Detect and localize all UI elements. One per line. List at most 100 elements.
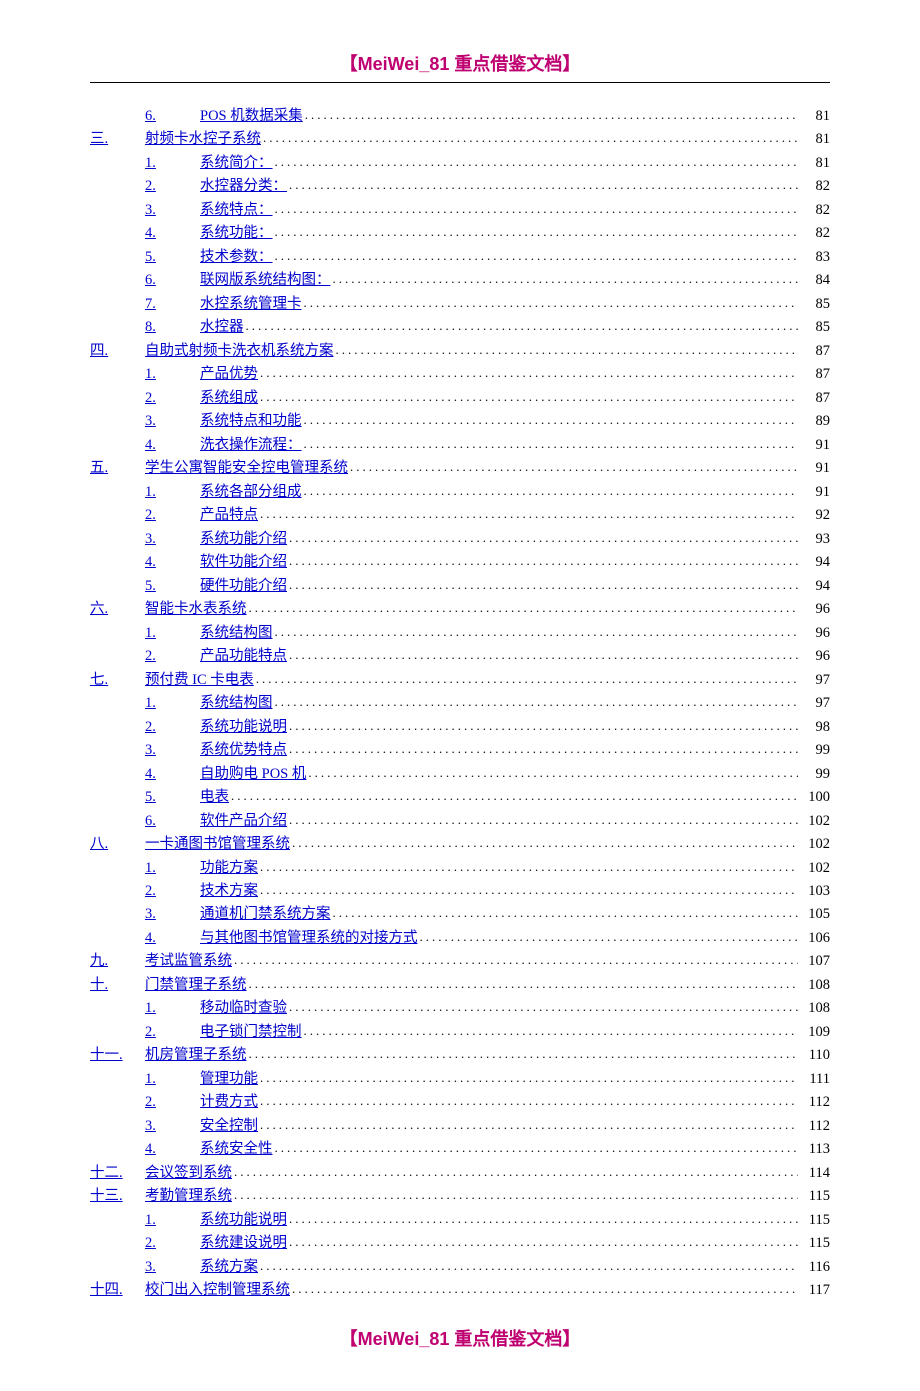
toc-entry-title[interactable]: 校门出入控制管理系统 (145, 1279, 290, 1302)
toc-entry-title[interactable]: 系统优势特点 (200, 739, 287, 762)
toc-section-number[interactable]: 十一. (90, 1044, 145, 1067)
toc-section-number[interactable]: 十三. (90, 1185, 145, 1208)
toc-entry-title[interactable]: 技术参数： (200, 246, 273, 269)
toc-subsection-number[interactable]: 1. (145, 622, 200, 645)
toc-section-number[interactable]: 八. (90, 833, 145, 856)
toc-entry-title[interactable]: 水控系统管理卡 (200, 293, 302, 316)
toc-entry-title[interactable]: 水控器 (200, 316, 244, 339)
toc-entry-title[interactable]: 自助购电 POS 机 (200, 763, 306, 786)
toc-entry-title[interactable]: 洗衣操作流程： (200, 434, 302, 457)
toc-subsection-number[interactable]: 3. (145, 528, 200, 551)
toc-section-number[interactable]: 十二. (90, 1162, 145, 1185)
toc-entry-title[interactable]: 系统结构图 (200, 622, 273, 645)
toc-subsection-number[interactable]: 1. (145, 857, 200, 880)
toc-subsection-number[interactable]: 8. (145, 316, 200, 339)
toc-entry-title[interactable]: 联网版系统结构图： (200, 269, 331, 292)
toc-entry-title[interactable]: 自助式射频卡洗衣机系统方案 (145, 340, 334, 363)
toc-entry-title[interactable]: 软件功能介绍 (200, 551, 287, 574)
toc-subsection-number[interactable]: 2. (145, 716, 200, 739)
toc-subsection-number[interactable]: 4. (145, 1138, 200, 1161)
toc-entry-title[interactable]: 系统建设说明 (200, 1232, 287, 1255)
toc-entry-title[interactable]: 移动临时查验 (200, 997, 287, 1020)
toc-entry-title[interactable]: 功能方案 (200, 857, 258, 880)
toc-subsection-number[interactable]: 1. (145, 1209, 200, 1232)
toc-subsection-number[interactable]: 1. (145, 152, 200, 175)
toc-entry-title[interactable]: 考试监管系统 (145, 950, 232, 973)
toc-subsection-number[interactable]: 4. (145, 434, 200, 457)
toc-subsection-number[interactable]: 5. (145, 246, 200, 269)
toc-entry-title[interactable]: 安全控制 (200, 1115, 258, 1138)
toc-entry-title[interactable]: 系统安全性 (200, 1138, 273, 1161)
toc-subsection-number[interactable]: 2. (145, 645, 200, 668)
toc-entry-title[interactable]: 一卡通图书馆管理系统 (145, 833, 290, 856)
toc-section-number[interactable]: 九. (90, 950, 145, 973)
toc-subsection-number[interactable]: 1. (145, 481, 200, 504)
toc-subsection-number[interactable]: 2. (145, 880, 200, 903)
toc-section-number[interactable]: 七. (90, 669, 145, 692)
toc-entry-title[interactable]: 系统组成 (200, 387, 258, 410)
toc-subsection-number[interactable]: 2. (145, 1021, 200, 1044)
toc-entry-title[interactable]: 系统功能说明 (200, 1209, 287, 1232)
toc-entry-title[interactable]: 水控器分类： (200, 175, 287, 198)
toc-entry-title[interactable]: 系统功能： (200, 222, 273, 245)
toc-entry-title[interactable]: 机房管理子系统 (145, 1044, 247, 1067)
toc-entry-title[interactable]: 计费方式 (200, 1091, 258, 1114)
toc-subsection-number[interactable]: 4. (145, 222, 200, 245)
toc-subsection-number[interactable]: 3. (145, 1256, 200, 1279)
toc-section-number[interactable]: 五. (90, 457, 145, 480)
toc-entry-title[interactable]: 系统特点和功能 (200, 410, 302, 433)
toc-subsection-number[interactable]: 5. (145, 786, 200, 809)
toc-entry-title[interactable]: 技术方案 (200, 880, 258, 903)
toc-subsection-number[interactable]: 4. (145, 763, 200, 786)
toc-subsection-number[interactable]: 2. (145, 504, 200, 527)
toc-section-number[interactable]: 六. (90, 598, 145, 621)
toc-entry-title[interactable]: 智能卡水表系统 (145, 598, 247, 621)
toc-entry-title[interactable]: 软件产品介绍 (200, 810, 287, 833)
toc-subsection-number[interactable]: 1. (145, 997, 200, 1020)
toc-entry-title[interactable]: 射频卡水控子系统 (145, 128, 261, 151)
toc-entry-title[interactable]: 系统方案 (200, 1256, 258, 1279)
toc-entry-title[interactable]: 系统各部分组成 (200, 481, 302, 504)
toc-subsection-number[interactable]: 2. (145, 1091, 200, 1114)
toc-entry-title[interactable]: 系统结构图 (200, 692, 273, 715)
toc-subsection-number[interactable]: 2. (145, 387, 200, 410)
toc-subsection-number[interactable]: 3. (145, 410, 200, 433)
toc-subsection-number[interactable]: 5. (145, 575, 200, 598)
toc-entry-title[interactable]: 系统功能介绍 (200, 528, 287, 551)
toc-subsection-number[interactable]: 6. (145, 810, 200, 833)
toc-subsection-number[interactable]: 3. (145, 903, 200, 926)
toc-entry-title[interactable]: 产品特点 (200, 504, 258, 527)
toc-entry-title[interactable]: 通道机门禁系统方案 (200, 903, 331, 926)
toc-entry-title[interactable]: 系统简介： (200, 152, 273, 175)
toc-entry-title[interactable]: 与其他图书馆管理系统的对接方式 (200, 927, 418, 950)
toc-entry-title[interactable]: 产品功能特点 (200, 645, 287, 668)
toc-entry-title[interactable]: 管理功能 (200, 1068, 258, 1091)
toc-subsection-number[interactable]: 1. (145, 692, 200, 715)
toc-subsection-number[interactable]: 1. (145, 1068, 200, 1091)
toc-subsection-number[interactable]: 6. (145, 269, 200, 292)
toc-subsection-number[interactable]: 6. (145, 105, 200, 128)
toc-subsection-number[interactable]: 4. (145, 927, 200, 950)
toc-entry-title[interactable]: 考勤管理系统 (145, 1185, 232, 1208)
toc-entry-title[interactable]: POS 机数据采集 (200, 105, 303, 128)
toc-subsection-number[interactable]: 2. (145, 175, 200, 198)
toc-entry-title[interactable]: 系统功能说明 (200, 716, 287, 739)
toc-subsection-number[interactable]: 1. (145, 363, 200, 386)
toc-entry-title[interactable]: 门禁管理子系统 (145, 974, 247, 997)
toc-entry-title[interactable]: 系统特点： (200, 199, 273, 222)
toc-entry-title[interactable]: 电子锁门禁控制 (200, 1021, 302, 1044)
toc-entry-title[interactable]: 电表 (200, 786, 229, 809)
toc-subsection-number[interactable]: 7. (145, 293, 200, 316)
toc-entry-title[interactable]: 预付费 IC 卡电表 (145, 669, 254, 692)
toc-subsection-number[interactable]: 2. (145, 1232, 200, 1255)
toc-section-number[interactable]: 三. (90, 128, 145, 151)
toc-subsection-number[interactable]: 4. (145, 551, 200, 574)
toc-entry-title[interactable]: 学生公寓智能安全控电管理系统 (145, 457, 348, 480)
toc-subsection-number[interactable]: 3. (145, 199, 200, 222)
toc-section-number[interactable]: 十四. (90, 1279, 145, 1302)
toc-subsection-number[interactable]: 3. (145, 1115, 200, 1138)
toc-section-number[interactable]: 十. (90, 974, 145, 997)
toc-section-number[interactable]: 四. (90, 340, 145, 363)
toc-entry-title[interactable]: 产品优势 (200, 363, 258, 386)
toc-subsection-number[interactable]: 3. (145, 739, 200, 762)
